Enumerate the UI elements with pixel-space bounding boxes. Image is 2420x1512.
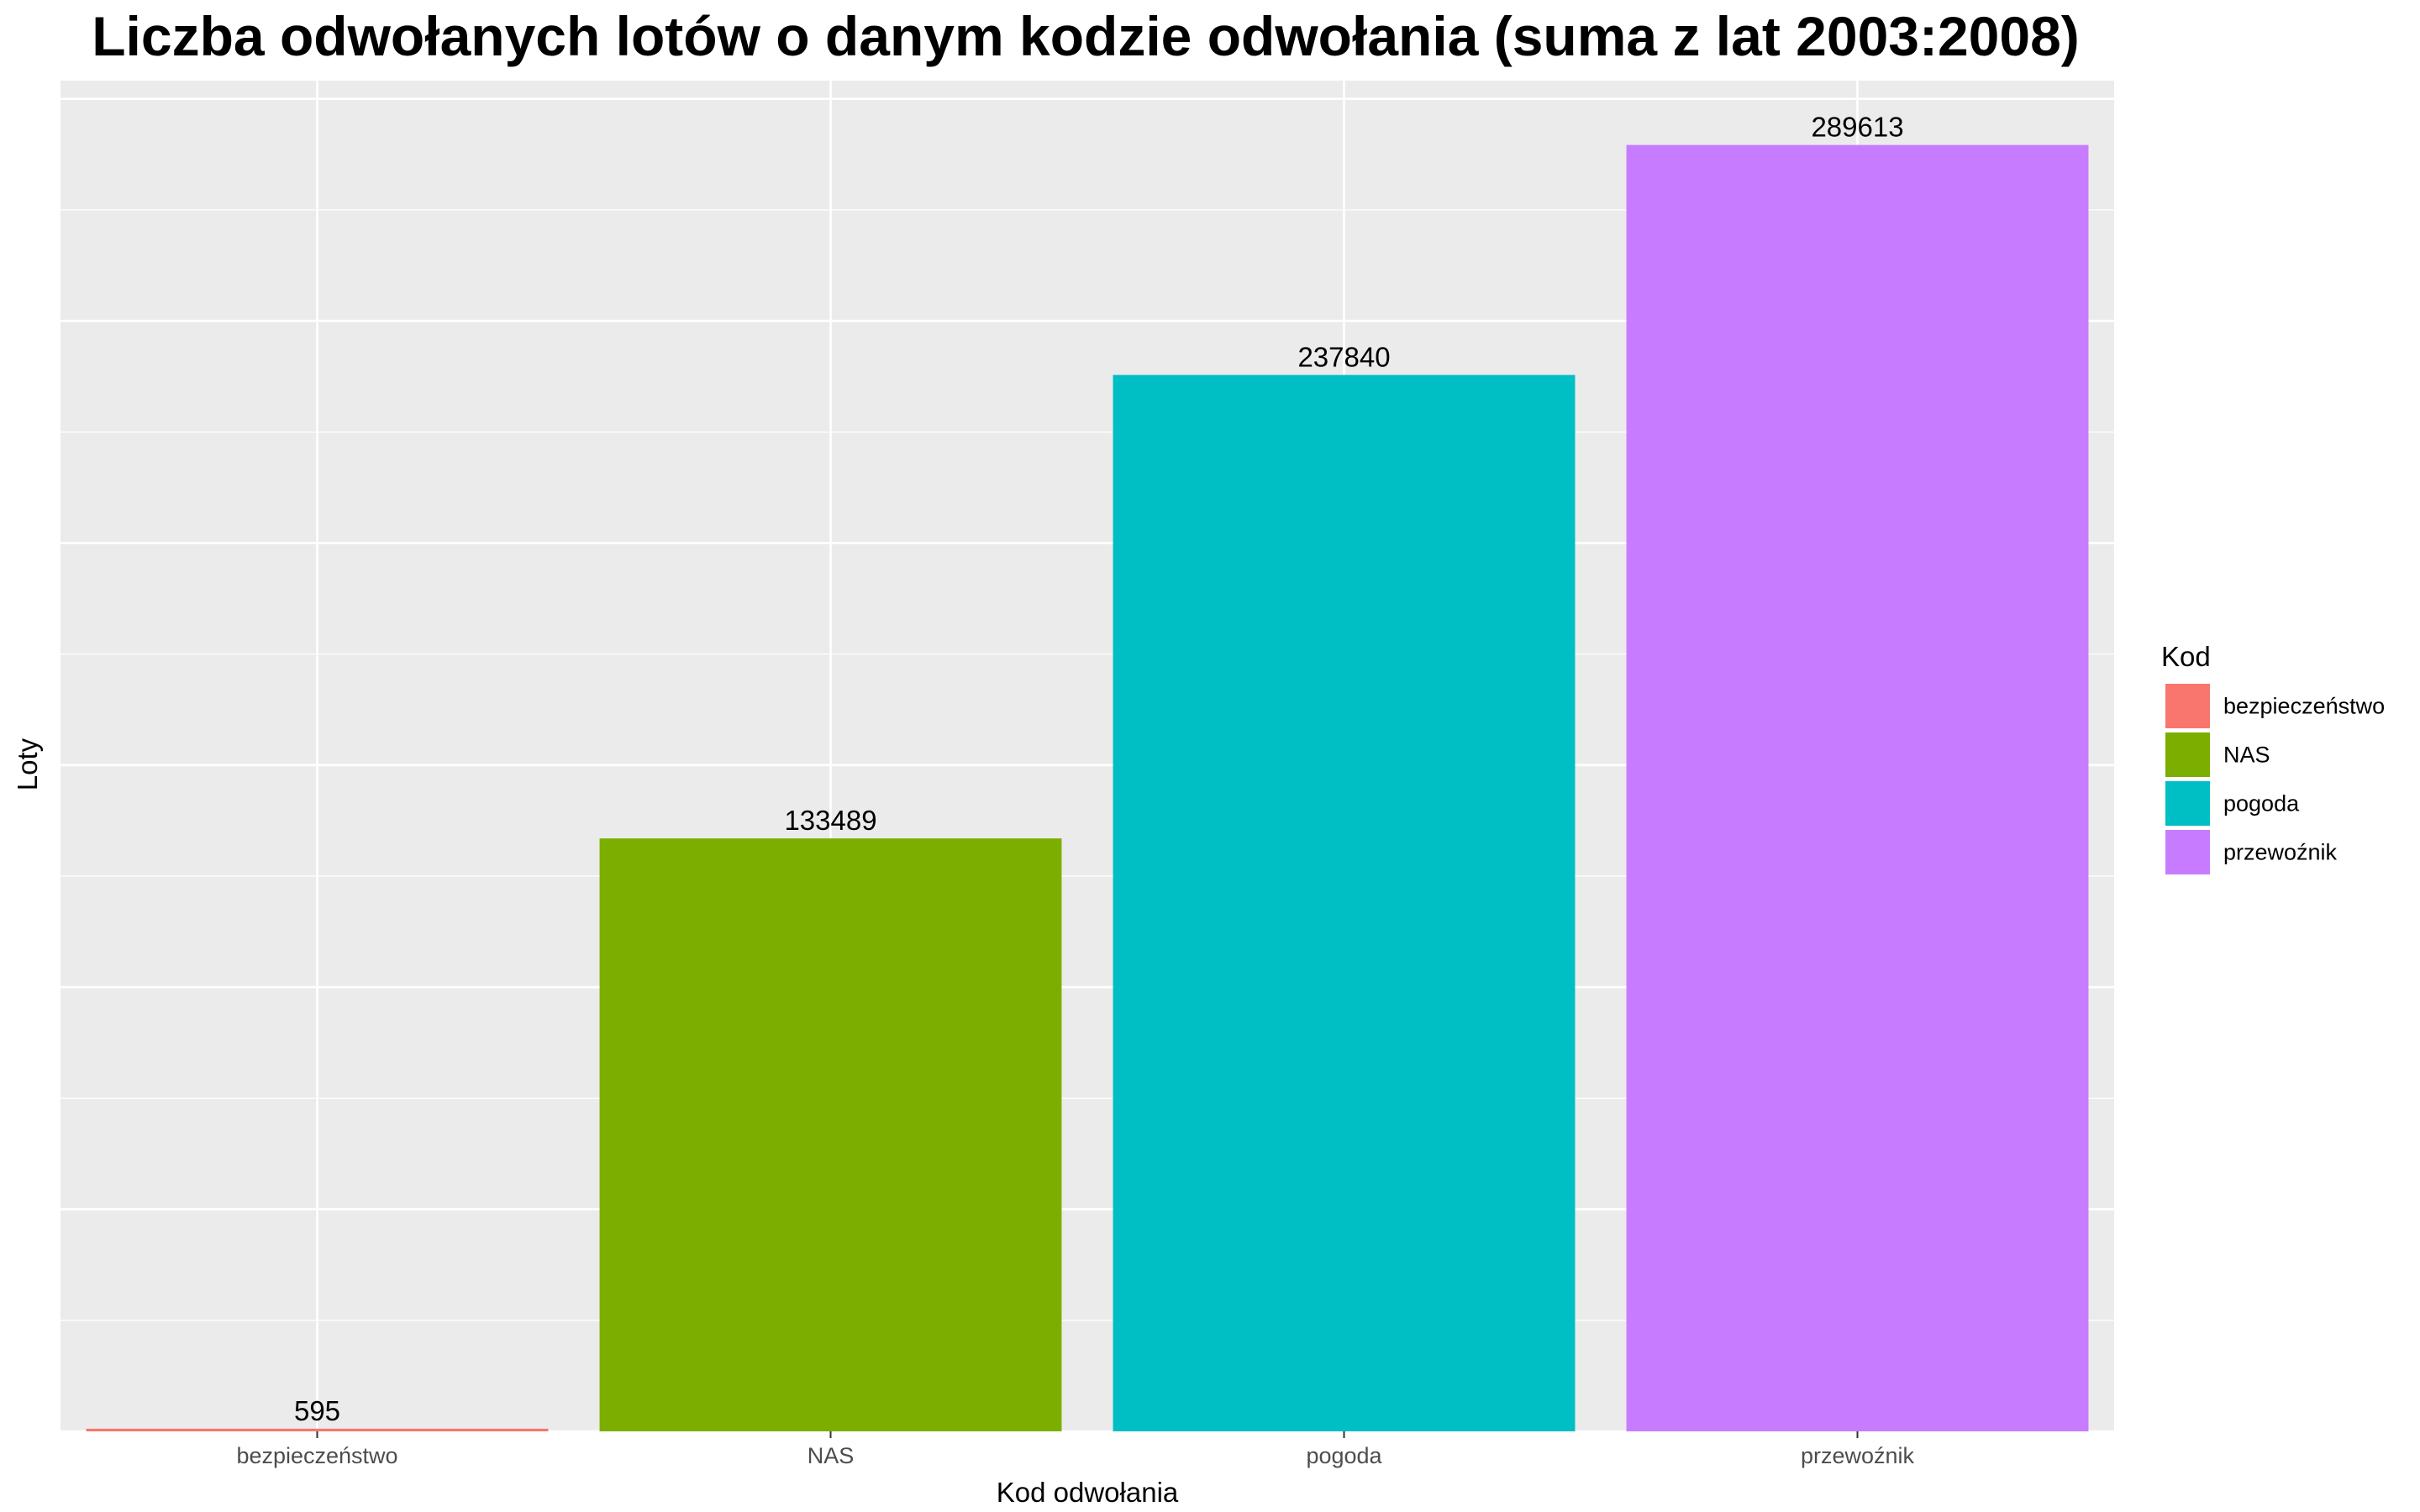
x-tick-label-3: przewoźnik bbox=[1801, 1443, 1915, 1468]
data-label-2: 237840 bbox=[1297, 341, 1390, 372]
bar-1 bbox=[599, 838, 1062, 1431]
data-labels: 595 133489 237840 289613 bbox=[294, 112, 1904, 1426]
legend-title: Kod bbox=[2161, 641, 2211, 672]
legend-key-0 bbox=[2165, 684, 2210, 728]
y-axis-title: Loty bbox=[12, 738, 43, 790]
legend-key-3 bbox=[2165, 830, 2210, 874]
bars bbox=[86, 144, 2089, 1431]
data-label-3: 289613 bbox=[1811, 112, 1903, 143]
legend-items: bezpieczeństwo NAS pogoda przewoźnik bbox=[2165, 684, 2385, 874]
x-tick-label-2: pogoda bbox=[1306, 1443, 1382, 1468]
data-label-1: 133489 bbox=[784, 805, 876, 836]
x-tick-label-0: bezpieczeństwo bbox=[236, 1443, 397, 1468]
legend: Kod bezpieczeństwo NAS pogoda przewoźnik bbox=[2161, 641, 2385, 874]
bar-3 bbox=[1626, 144, 2089, 1431]
legend-label-0: bezpieczeństwo bbox=[2223, 694, 2385, 719]
x-axis-title: Kod odwołania bbox=[997, 1477, 1179, 1508]
bar-2 bbox=[1113, 375, 1576, 1431]
legend-item-1: NAS bbox=[2165, 732, 2270, 777]
x-tick-label-1: NAS bbox=[808, 1443, 855, 1468]
legend-item-0: bezpieczeństwo bbox=[2165, 684, 2385, 728]
x-axis-ticks: bezpieczeństwo NAS pogoda przewoźnik bbox=[236, 1431, 1915, 1468]
chart-title: Liczba odwołanych lotów o danym kodzie o… bbox=[92, 5, 2080, 67]
bar-0 bbox=[86, 1428, 549, 1431]
legend-label-1: NAS bbox=[2223, 743, 2270, 768]
legend-key-1 bbox=[2165, 732, 2210, 777]
legend-item-3: przewoźnik bbox=[2165, 830, 2338, 874]
data-label-0: 595 bbox=[294, 1395, 340, 1426]
legend-item-2: pogoda bbox=[2165, 781, 2300, 826]
legend-label-2: pogoda bbox=[2223, 791, 2300, 816]
legend-key-2 bbox=[2165, 781, 2210, 826]
legend-label-3: przewoźnik bbox=[2223, 840, 2338, 865]
